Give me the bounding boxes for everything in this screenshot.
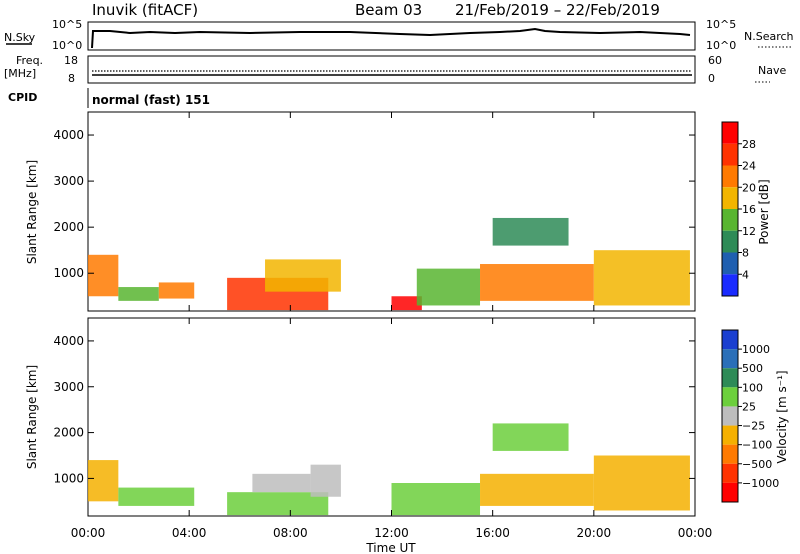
nave-tick-bottom: 0 [708, 72, 715, 85]
date-range: 21/Feb/2019 – 22/Feb/2019 [455, 1, 660, 19]
colorbar-segment [722, 406, 738, 426]
echo-band [88, 460, 119, 502]
y-tick-label: 1000 [53, 471, 84, 485]
cpid-value: normal (fast) 151 [92, 93, 210, 107]
y-tick-label: 1000 [53, 266, 84, 280]
echo-band [310, 464, 341, 497]
freq-tick-top: 18 [64, 54, 78, 67]
nsearch-label: N.Search [744, 30, 794, 43]
colorbar-segment [722, 165, 738, 188]
colorbar-segment [722, 122, 738, 144]
colorbar-segment [722, 330, 738, 350]
echo-band [593, 455, 690, 511]
echo-band [416, 268, 481, 306]
echo-band [492, 217, 569, 246]
nsky-tick-bottom: 10^0 [52, 39, 82, 52]
x-tick-label: 20:00 [577, 526, 612, 540]
nave-tick-top: 60 [708, 54, 722, 67]
echo-band [158, 282, 195, 299]
x-tick-label: 00:00 [71, 526, 106, 540]
echo-band [118, 287, 159, 301]
x-tick-label: 04:00 [172, 526, 207, 540]
nsky-panel: N.Sky 10^5 10^0 10^5 10^0 N.Search [4, 18, 794, 52]
colorbar-tick-label: 8 [742, 247, 749, 260]
echo-band [492, 423, 569, 451]
y-tick-label: 2000 [53, 220, 84, 234]
colorbar-segment [722, 387, 738, 407]
echo-band [480, 264, 594, 301]
beam-title: Beam 03 [355, 1, 422, 19]
colorbar-segment [722, 444, 738, 464]
echo-band [391, 483, 481, 516]
power-colorbar-label: Power [dB] [757, 179, 771, 244]
colorbar-segment [722, 349, 738, 369]
y-tick-label: 4000 [53, 334, 84, 348]
echo-band [227, 492, 329, 516]
colorbar-tick-label: 500 [742, 362, 763, 375]
colorbar-segment [722, 187, 738, 209]
colorbar-segment [722, 274, 738, 296]
colorbar-tick-label: 4 [742, 268, 749, 281]
y-tick-label: 3000 [53, 380, 84, 394]
colorbar-tick-label: 24 [742, 160, 756, 173]
colorbar-tick-label: 100 [742, 381, 763, 394]
nsky-label: N.Sky [4, 31, 36, 44]
x-tick-label: 16:00 [475, 526, 510, 540]
cpid-label: CPID [8, 91, 37, 104]
velocity-colorbar-label: Velocity [m s⁻¹] [775, 370, 789, 463]
colorbar-segment [722, 463, 738, 483]
colorbar-tick-label: −500 [742, 458, 772, 471]
freq-tick-bottom: 8 [68, 72, 75, 85]
time-axis-label: Time UT [365, 541, 416, 554]
site-title: Inuvik (fitACF) [92, 1, 198, 19]
colorbar-segment [722, 209, 738, 231]
y-tick-label: 3000 [53, 174, 84, 188]
nsky-trace [91, 27, 691, 49]
colorbar-segment [722, 230, 738, 253]
freq-unit: [MHz] [4, 67, 36, 80]
colorbar-segment [722, 482, 738, 502]
power-panel: 1000 2000 3000 4000 Slant Range [km] 28 24 20… [25, 111, 771, 312]
echo-band [118, 487, 195, 506]
colorbar-tick-label: 1000 [742, 343, 770, 356]
x-tick-label: 12:00 [374, 526, 409, 540]
colorbar-tick-label: −25 [742, 420, 765, 433]
velocity-ylabel: Slant Range [km] [25, 365, 39, 469]
echo-band [252, 473, 311, 493]
colorbar-frame [721, 329, 739, 503]
x-tick-label: 08:00 [273, 526, 308, 540]
echo-band [480, 473, 594, 506]
colorbar-tick-label: 20 [742, 181, 756, 194]
colorbar-tick-label: 25 [742, 400, 756, 413]
nave-label: Nave [758, 64, 786, 77]
echo-band [88, 254, 119, 297]
echo-band [265, 259, 341, 292]
y-tick-label: 2000 [53, 426, 84, 440]
colorbar-tick-label: −100 [742, 439, 772, 452]
nsearch-tick-bottom: 10^0 [706, 39, 736, 52]
x-tick-label: 00:00 [678, 526, 713, 540]
velocity-panel: 1000 2000 3000 4000 Slant Range [km] 1000 50… [25, 317, 789, 517]
colorbar-tick-label: 28 [742, 138, 756, 151]
y-tick-label: 4000 [53, 128, 84, 142]
freq-panel: Freq. [MHz] 18 8 60 0 Nave [4, 54, 786, 85]
colorbar-segment [722, 143, 738, 166]
nsearch-tick-top: 10^5 [706, 18, 736, 31]
colorbar-segment [722, 368, 738, 388]
colorbar-segment [722, 252, 738, 275]
nsky-tick-top: 10^5 [52, 18, 82, 31]
colorbar-tick-label: 16 [742, 203, 756, 216]
power-ylabel: Slant Range [km] [25, 160, 39, 264]
echo-band [593, 250, 690, 306]
colorbar-tick-label: 12 [742, 225, 756, 238]
colorbar-segment [722, 425, 738, 445]
colorbar-tick-label: −1000 [742, 477, 779, 490]
freq-label: Freq. [16, 54, 43, 67]
echo-band [391, 296, 422, 311]
